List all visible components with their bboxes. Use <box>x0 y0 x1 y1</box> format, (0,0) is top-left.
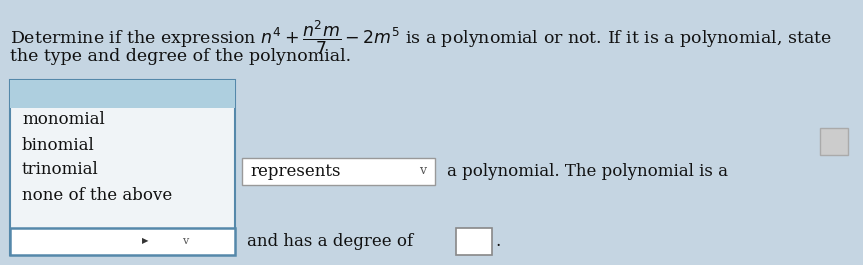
FancyBboxPatch shape <box>820 128 848 155</box>
FancyBboxPatch shape <box>10 228 235 255</box>
Text: .: . <box>495 232 501 250</box>
Text: v: v <box>182 236 189 246</box>
Text: binomial: binomial <box>22 138 95 154</box>
Text: a polynomial. The polynomial is a: a polynomial. The polynomial is a <box>447 162 728 179</box>
Text: the type and degree of the polynomial.: the type and degree of the polynomial. <box>10 48 351 65</box>
FancyBboxPatch shape <box>10 80 235 255</box>
Text: trinomial: trinomial <box>22 161 98 179</box>
Text: ▶: ▶ <box>142 236 148 245</box>
Text: monomial: monomial <box>22 112 104 129</box>
Text: Determine if the expression $n^4 + \dfrac{n^2m}{7} - 2m^5$ is a polynomial or no: Determine if the expression $n^4 + \dfra… <box>10 18 832 56</box>
FancyBboxPatch shape <box>242 158 435 185</box>
FancyBboxPatch shape <box>10 80 235 108</box>
Text: v: v <box>419 165 426 178</box>
Text: none of the above: none of the above <box>22 188 173 205</box>
Text: represents: represents <box>250 162 341 179</box>
Text: and has a degree of: and has a degree of <box>247 232 413 250</box>
FancyBboxPatch shape <box>456 228 492 255</box>
